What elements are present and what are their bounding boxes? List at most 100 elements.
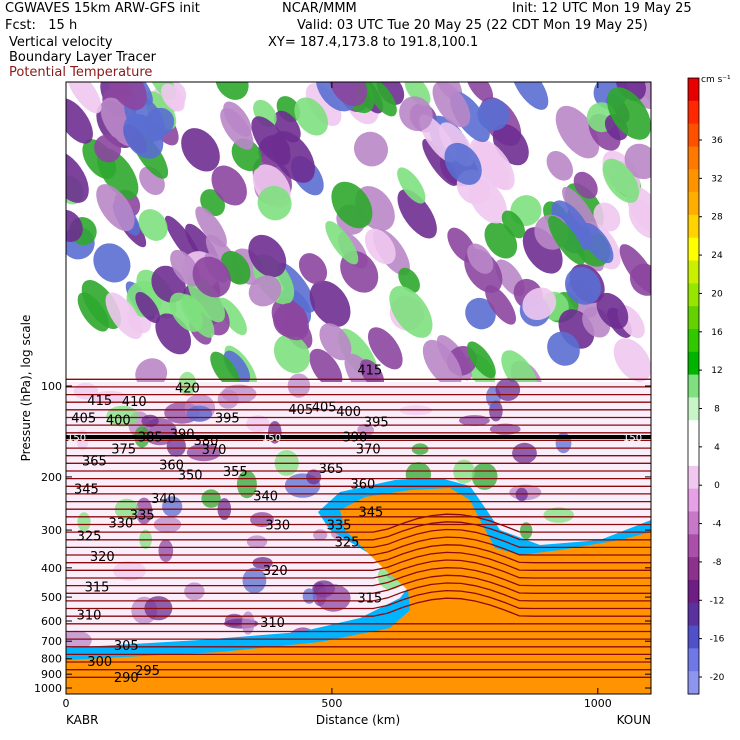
- wave-cell: [242, 567, 267, 594]
- x-axis-label: Distance (km): [316, 713, 400, 727]
- wave-cell: [471, 462, 498, 490]
- colorbar-tick-label: 16: [711, 328, 723, 338]
- wave-cell: [306, 469, 322, 485]
- header-field1: Vertical velocity: [9, 35, 113, 50]
- theta-label: 405: [312, 401, 337, 416]
- wave-cell: [161, 83, 185, 112]
- wave-cell: [325, 221, 359, 265]
- wave-cell: [368, 327, 403, 370]
- wave-cell: [520, 522, 533, 540]
- wave-cell: [547, 331, 580, 366]
- theta-contour: [66, 513, 651, 533]
- colorbar-unit-label: cm s⁻¹: [701, 75, 731, 85]
- theta-label: 400: [106, 413, 131, 428]
- wave-cell: [613, 338, 651, 382]
- y-tick-label: 1000: [34, 682, 62, 695]
- theta-label: 415: [87, 394, 112, 409]
- header-field3: Potential Temperature: [9, 65, 153, 80]
- theta-label: 405: [288, 403, 313, 418]
- wave-cell: [581, 222, 614, 264]
- theta-label: 405: [71, 411, 96, 426]
- theta-label: 400: [336, 405, 361, 420]
- theta-label: 365: [82, 455, 107, 470]
- wave-cell: [593, 202, 621, 232]
- wave-cell: [548, 215, 586, 265]
- x-tick-label: 500: [321, 697, 342, 710]
- y-tick-label: 600: [41, 615, 62, 628]
- wave-cell: [432, 82, 471, 128]
- right-station-label: KOUN: [617, 713, 651, 727]
- theta-label: 365: [319, 462, 344, 477]
- wave-cell: [512, 442, 537, 464]
- wave-cell: [93, 243, 131, 283]
- tracer-marker-label: 150: [67, 433, 86, 444]
- y-tick-label: 500: [41, 591, 62, 604]
- colorbar-frame: [687, 77, 700, 695]
- wave-cell: [169, 292, 203, 332]
- wave-cell: [246, 415, 270, 433]
- wave-cell: [501, 350, 538, 382]
- wave-cell: [105, 292, 143, 340]
- wave-cell: [367, 82, 397, 117]
- theta-label: 320: [90, 550, 115, 565]
- colorbar-tick-label: 8: [714, 405, 720, 415]
- theta-contour: [66, 528, 651, 549]
- theta-label: 395: [364, 415, 389, 430]
- colorbar-swatch: [688, 671, 699, 695]
- y-tick-label: 700: [41, 635, 62, 648]
- wave-cell: [562, 186, 599, 236]
- colorbar-swatch: [688, 420, 699, 444]
- theta-label: 340: [151, 492, 176, 507]
- wave-cell: [316, 584, 351, 612]
- colorbar: 36 32 28 24 20 16 12 8 4 0 -4 -8 -12 -16 -20: [687, 77, 725, 695]
- colorbar-swatch: [688, 328, 699, 353]
- theta-contour: [66, 559, 651, 579]
- theta-label: 355: [223, 465, 248, 480]
- wave-cell: [231, 138, 262, 172]
- wave-cell: [123, 113, 164, 159]
- wave-cell: [495, 378, 521, 401]
- theta-label: 330: [265, 519, 290, 534]
- theta-label: 415: [357, 364, 382, 379]
- header-init: Init: 12 UTC Mon 19 May 25: [512, 1, 692, 16]
- theta-label: 370: [202, 443, 227, 458]
- colorbar-swatch: [688, 214, 699, 239]
- wave-cell: [522, 287, 557, 321]
- wave-cell: [422, 339, 462, 382]
- theta-label: 390: [170, 428, 195, 443]
- wave-cell: [250, 512, 274, 528]
- wave-cell: [215, 82, 249, 100]
- theta-label: 295: [135, 664, 160, 679]
- colorbar-swatch: [688, 579, 699, 604]
- colorbar-swatch: [688, 374, 699, 398]
- theta-label: 375: [111, 442, 136, 457]
- wave-cell: [66, 150, 89, 203]
- wave-cell: [465, 297, 496, 330]
- theta-label: 335: [130, 508, 155, 523]
- colorbar-tick-label: 32: [711, 174, 722, 184]
- colorbar-swatch: [688, 465, 699, 490]
- wave-cell: [273, 334, 311, 374]
- wave-cell: [511, 82, 549, 110]
- left-station-label: KABR: [66, 713, 98, 727]
- plot-frame: [65, 81, 652, 695]
- wave-cell: [364, 228, 396, 265]
- wave-cell: [602, 158, 640, 203]
- wave-cell: [195, 206, 227, 248]
- wave-cell: [236, 470, 257, 499]
- tracer-marker-label: 150: [262, 433, 281, 444]
- colorbar-swatch: [688, 397, 699, 421]
- colorbar-swatch: [688, 260, 699, 284]
- wave-cell: [135, 497, 153, 525]
- colorbar-swatch: [688, 146, 699, 170]
- wave-cell: [501, 210, 525, 239]
- theta-contour: [66, 544, 651, 564]
- colorbar-tick-label: 12: [711, 366, 722, 376]
- theta-label: 350: [178, 469, 203, 484]
- wave-cell: [257, 185, 292, 221]
- colorbar-swatch: [688, 511, 699, 535]
- theta-label: 385: [138, 430, 163, 445]
- wave-cells: [66, 82, 651, 382]
- colorbar-tick-label: 36: [711, 136, 723, 146]
